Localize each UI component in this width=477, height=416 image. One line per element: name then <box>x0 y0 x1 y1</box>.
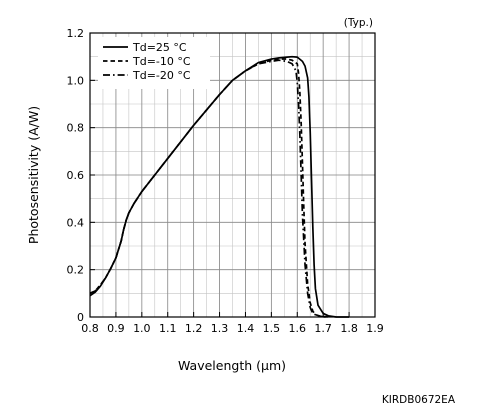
chart-note: (Typ.) <box>344 17 373 29</box>
y-tick-labels: 0 0.2 0.4 0.6 0.8 1.0 1.2 <box>67 27 85 324</box>
x-tick-label: 1.9 <box>366 322 384 335</box>
y-tick-label: 1.0 <box>67 74 85 87</box>
x-tick-label: 1.1 <box>159 322 177 335</box>
x-tick-label: 1.6 <box>289 322 307 335</box>
y-tick-label: 0.6 <box>67 169 85 182</box>
x-tick-label: 1.8 <box>340 322 358 335</box>
x-tick-label: 1.7 <box>314 322 332 335</box>
legend-background <box>98 37 210 89</box>
y-tick-marks <box>90 32 95 318</box>
figure-code: KIRDB0672EA <box>382 394 456 406</box>
x-tick-label: 0.9 <box>107 322 125 335</box>
x-tick-label: 1.5 <box>263 322 281 335</box>
x-tick-label: 1.3 <box>211 322 229 335</box>
y-tick-label: 0.8 <box>67 122 85 135</box>
x-tick-label: 0.8 <box>81 322 99 335</box>
legend-label-2: Td=-10 °C <box>132 55 191 68</box>
series-line-3 <box>89 59 326 318</box>
y-tick-label: 0.2 <box>67 264 85 277</box>
x-tick-label: 1.4 <box>237 322 255 335</box>
legend-label-1: Td=25 °C <box>132 41 187 54</box>
plot-frame <box>89 32 376 318</box>
x-tick-labels: 0.8 0.9 1.0 1.1 1.2 1.3 1.4 1.5 1.6 1.7 1.8 1.9 <box>81 322 384 335</box>
y-tick-label: 1.2 <box>67 27 85 40</box>
legend-label-3: Td=-20 °C <box>132 69 191 82</box>
y-tick-label: 0 <box>77 311 84 324</box>
x-axis-label: Wavelength (μm) <box>178 358 286 373</box>
y-tick-label: 0.4 <box>67 216 85 229</box>
y-axis-label: Photosensitivity (A/W) <box>26 106 41 244</box>
series-line-2 <box>89 58 329 318</box>
series-lines <box>89 55 350 318</box>
legend: Td=25 °CTd=-10 °CTd=-20 °C <box>103 41 191 82</box>
x-tick-label: 1.0 <box>133 322 151 335</box>
x-tick-label: 1.2 <box>185 322 203 335</box>
